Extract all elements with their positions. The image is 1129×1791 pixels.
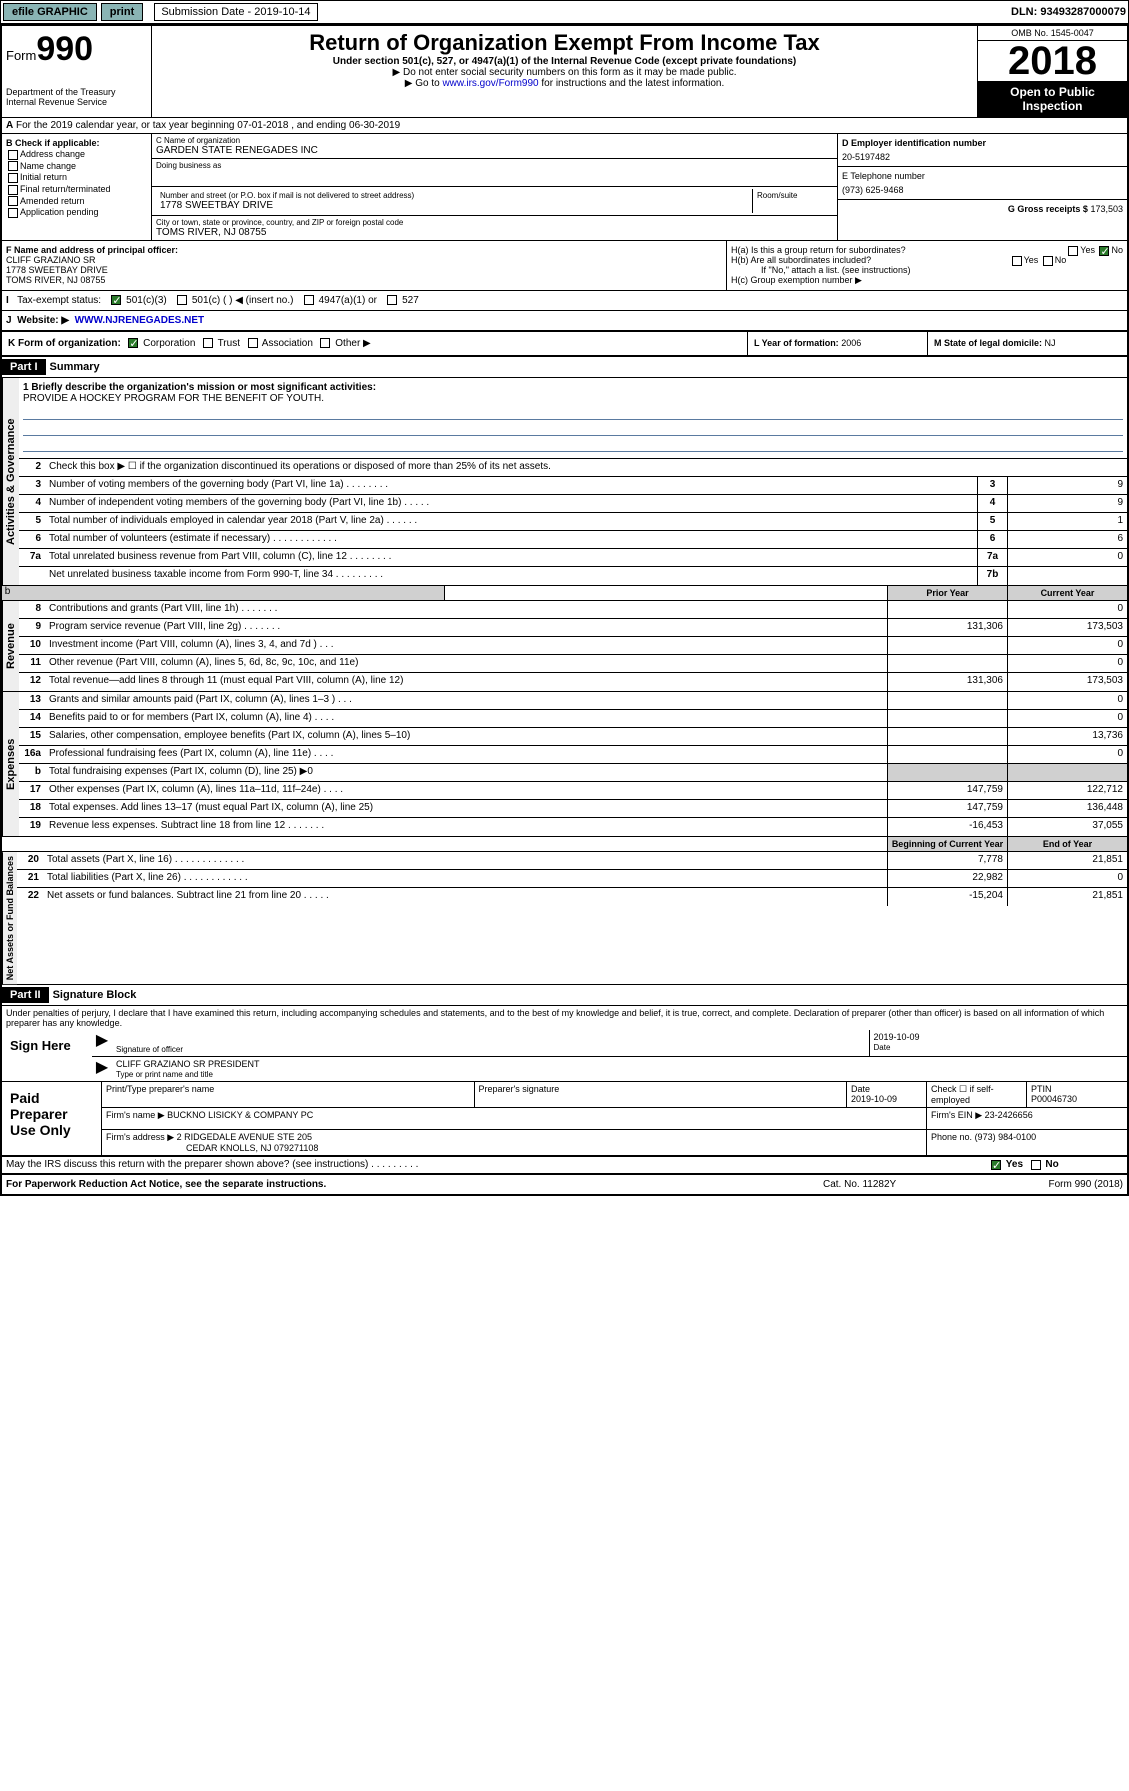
mission-block: 1 Briefly describe the organization's mi… <box>19 378 1127 459</box>
form-title: Return of Organization Exempt From Incom… <box>156 30 973 56</box>
part2-header: Part II <box>2 987 49 1003</box>
phone: (973) 625-9468 <box>842 185 1123 195</box>
officer-name: CLIFF GRAZIANO SR PRESIDENT <box>116 1059 1123 1069</box>
section-c: C Name of organizationGARDEN STATE RENEG… <box>152 134 837 240</box>
dept-label: Department of the Treasury Internal Reve… <box>6 87 147 107</box>
efile-button[interactable]: efile GRAPHIC <box>3 3 97 21</box>
row-j-website: J Website: ▶ WWW.NJRENEGADES.NET <box>2 311 1127 332</box>
row-a-period: A For the 2019 calendar year, or tax yea… <box>2 118 1127 134</box>
section-h: H(a) Is this a group return for subordin… <box>727 241 1127 290</box>
part2-title: Signature Block <box>49 985 141 1005</box>
row-m-state: M State of legal domicile: NJ <box>927 332 1127 355</box>
tax-year: 2018 <box>978 41 1127 81</box>
form-number: Form990 <box>6 30 147 69</box>
exp-label: Expenses <box>2 692 19 836</box>
cat-no: Cat. No. 11282Y <box>823 1179 973 1190</box>
org-address: 1778 SWEETBAY DRIVE <box>160 200 748 211</box>
org-name: GARDEN STATE RENEGADES INC <box>156 145 833 156</box>
pra-notice: For Paperwork Reduction Act Notice, see … <box>6 1179 326 1190</box>
ptin: P00046730 <box>1031 1094 1077 1104</box>
note-link: ▶ Go to www.irs.gov/Form990 for instruct… <box>156 78 973 89</box>
h-a-no-checkbox[interactable] <box>1099 246 1109 256</box>
dln-label: DLN: 93493287000079 <box>1011 6 1126 18</box>
form-footer: Form 990 (2018) <box>1049 1179 1123 1190</box>
gov-label: Activities & Governance <box>2 378 19 585</box>
sign-here-label: Sign Here <box>2 1030 92 1081</box>
gross-receipts: 173,503 <box>1090 204 1123 214</box>
part1-header: Part I <box>2 359 46 375</box>
open-inspection: Open to Public Inspection <box>978 81 1127 117</box>
row-k-org-form: K Form of organization: Corporation Trus… <box>2 332 747 355</box>
org-city: TOMS RIVER, NJ 08755 <box>156 227 833 238</box>
firm-ein: 23-2426656 <box>985 1110 1033 1120</box>
print-button[interactable]: print <box>101 3 143 21</box>
firm-phone: (973) 984-0100 <box>975 1132 1037 1142</box>
discuss-yes-checkbox[interactable] <box>991 1160 1001 1170</box>
row-i-tax-status: I Tax-exempt status: 501(c)(3) 501(c) ( … <box>2 291 1127 311</box>
website-link[interactable]: WWW.NJRENEGADES.NET <box>75 315 204 326</box>
section-f: F Name and address of principal officer:… <box>2 241 727 290</box>
irs-link[interactable]: www.irs.gov/Form990 <box>442 78 538 89</box>
ein: 20-5197482 <box>842 152 1123 162</box>
net-label: Net Assets or Fund Balances <box>2 852 17 984</box>
form-990: Form990 Department of the Treasury Inter… <box>0 24 1129 1196</box>
note-ssn: ▶ Do not enter social security numbers o… <box>156 67 973 78</box>
firm-name: BUCKNO LISICKY & COMPANY PC <box>167 1110 313 1120</box>
perjury-disclaim: Under penalties of perjury, I declare th… <box>2 1006 1127 1030</box>
501c3-checkbox[interactable] <box>111 295 121 305</box>
corp-checkbox[interactable] <box>128 338 138 348</box>
section-deg: D Employer identification number20-51974… <box>837 134 1127 240</box>
submission-date-label <box>147 6 150 18</box>
toolbar: efile GRAPHIC print Submission Date - 20… <box>0 0 1129 24</box>
rev-label: Revenue <box>2 601 19 691</box>
form-subtitle: Under section 501(c), 527, or 4947(a)(1)… <box>156 56 973 67</box>
section-b: B Check if applicable: Address change Na… <box>2 134 152 240</box>
paid-preparer-label: Paid Preparer Use Only <box>2 1082 102 1155</box>
row-l-year: L Year of formation: 2006 <box>747 332 927 355</box>
submission-date: Submission Date - 2019-10-14 <box>154 3 317 21</box>
part1-title: Summary <box>46 357 104 377</box>
